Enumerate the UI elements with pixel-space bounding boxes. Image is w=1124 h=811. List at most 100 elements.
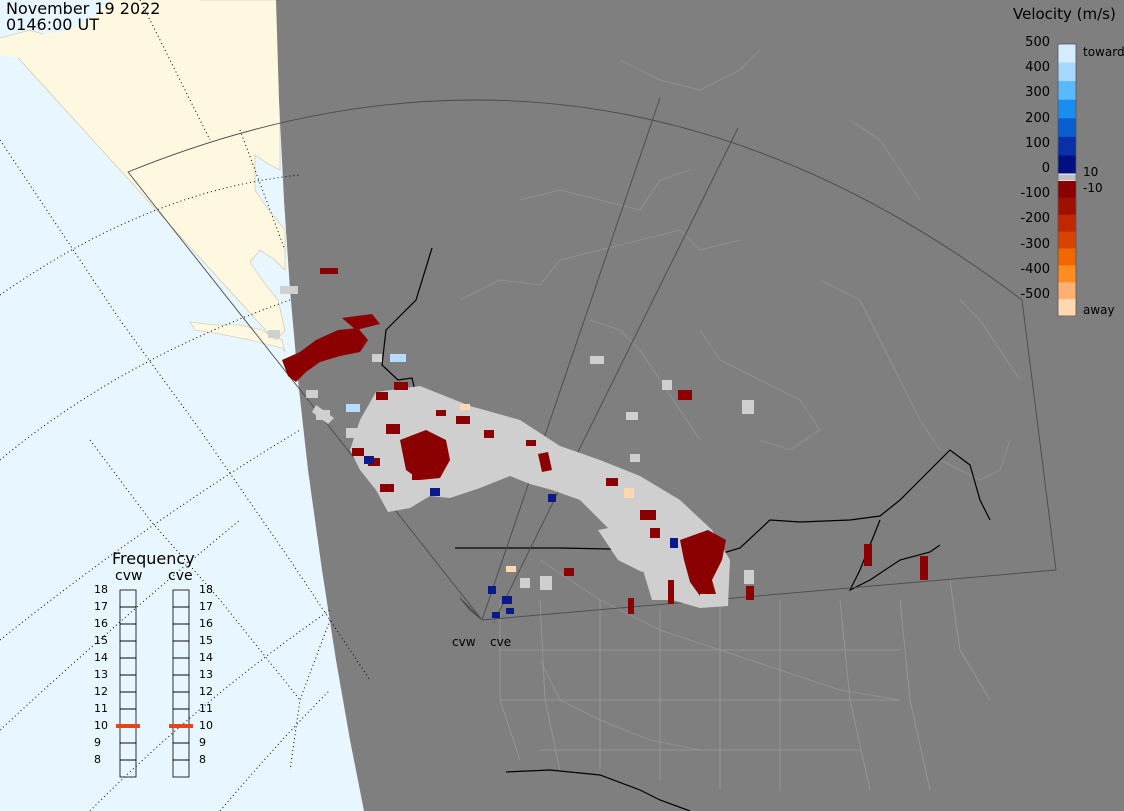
velocity-cell bbox=[280, 286, 298, 294]
frequency-scale-label: 10 bbox=[94, 719, 108, 732]
velocity-cell bbox=[520, 578, 530, 588]
radar-site-cvw bbox=[478, 619, 484, 625]
velocity-cell bbox=[864, 544, 872, 566]
velocity-band-neg-label: -10 bbox=[1083, 181, 1103, 195]
velocity-tick-label: -100 bbox=[1020, 186, 1050, 202]
velocity-cell bbox=[316, 410, 330, 420]
velocity-cell bbox=[386, 424, 400, 434]
velocity-tick-label: -400 bbox=[1020, 261, 1050, 277]
frequency-scale-label: 18 bbox=[94, 583, 108, 596]
velocity-cell bbox=[540, 576, 552, 590]
velocity-cell bbox=[744, 570, 754, 584]
frequency-scale-label: 13 bbox=[199, 668, 213, 681]
velocity-cell bbox=[346, 428, 360, 438]
velocity-cell bbox=[456, 416, 470, 424]
velocity-cell bbox=[282, 328, 368, 382]
frequency-scale-label: 9 bbox=[94, 736, 101, 749]
velocity-cell bbox=[412, 470, 420, 480]
velocity-cell bbox=[626, 412, 638, 420]
velocity-cell bbox=[662, 380, 672, 390]
frequency-scale-label: 14 bbox=[94, 651, 108, 664]
velocity-cell bbox=[502, 596, 512, 604]
velocity-toward-label: toward bbox=[1083, 45, 1124, 59]
frequency-radar-cve: cve bbox=[168, 568, 193, 584]
velocity-cell bbox=[670, 538, 678, 548]
velocity-cell bbox=[526, 440, 536, 446]
velocity-tick-label: 500 bbox=[1025, 35, 1050, 50]
velocity-cell bbox=[380, 484, 394, 492]
velocity-cell bbox=[598, 522, 662, 572]
velocity-cell bbox=[680, 530, 726, 596]
velocity-cell bbox=[630, 454, 640, 462]
velocity-tick-label: -300 bbox=[1020, 236, 1050, 252]
velocity-cell bbox=[342, 314, 380, 330]
frequency-scale-label: 17 bbox=[94, 600, 108, 613]
velocity-cell bbox=[538, 452, 552, 472]
frequency-scale-label: 11 bbox=[94, 702, 108, 715]
velocity-cell bbox=[506, 566, 516, 572]
velocity-cell bbox=[920, 556, 928, 580]
frequency-scale-label: 16 bbox=[199, 617, 213, 630]
velocity-cell bbox=[306, 390, 318, 398]
date-label: November 19 2022 bbox=[6, 0, 161, 18]
velocity-cell bbox=[460, 404, 470, 410]
borders bbox=[381, 247, 991, 811]
velocity-cell bbox=[746, 586, 754, 600]
velocity-cell bbox=[390, 354, 406, 362]
frequency-scale-label: 9 bbox=[199, 736, 206, 749]
velocity-tick-label: 100 bbox=[1025, 135, 1050, 151]
velocity-tick-label: -200 bbox=[1020, 211, 1050, 227]
frequency-scale-label: 12 bbox=[199, 685, 213, 698]
velocity-cell bbox=[506, 608, 514, 614]
velocity-cell bbox=[624, 488, 634, 498]
velocity-cell bbox=[742, 400, 754, 414]
velocity-tick-label: 300 bbox=[1025, 85, 1050, 101]
velocity-cell bbox=[488, 586, 496, 594]
radar-label-cvw: cvw bbox=[452, 635, 476, 649]
velocity-tick-label: -500 bbox=[1020, 287, 1050, 302]
frequency-legend-title: Frequency bbox=[112, 549, 195, 568]
frequency-scale-label: 11 bbox=[199, 702, 213, 715]
velocity-cell bbox=[352, 448, 364, 456]
velocity-cell bbox=[436, 410, 446, 416]
velocity-cell bbox=[640, 510, 656, 520]
velocity-cell bbox=[394, 382, 408, 390]
radar-label-cve: cve bbox=[490, 635, 512, 649]
frequency-scale-label: 8 bbox=[94, 753, 101, 766]
velocity-cell bbox=[590, 356, 604, 364]
velocity-tick-label: 400 bbox=[1025, 60, 1050, 76]
velocity-cell bbox=[606, 478, 618, 486]
frequency-scale-label: 15 bbox=[199, 634, 213, 647]
velocity-cell bbox=[668, 580, 674, 604]
velocity-cell bbox=[564, 568, 574, 576]
velocity-cell bbox=[628, 598, 634, 614]
night-shading bbox=[276, 0, 1124, 811]
radar-fov bbox=[127, 97, 1057, 623]
velocity-cell bbox=[376, 392, 388, 400]
velocity-cells bbox=[268, 268, 928, 618]
state-lines bbox=[499, 579, 991, 791]
frequency-scale-label: 10 bbox=[199, 719, 213, 732]
velocity-tick-label: 0 bbox=[1041, 161, 1050, 176]
frequency-scale-label: 17 bbox=[199, 600, 213, 613]
velocity-cell bbox=[492, 612, 500, 618]
daylit-land-north bbox=[0, 0, 200, 60]
velocity-cell bbox=[694, 560, 700, 586]
frequency-scale-label: 14 bbox=[199, 651, 213, 664]
velocity-cell bbox=[400, 430, 450, 480]
velocity-cell bbox=[372, 354, 382, 362]
velocity-cell bbox=[650, 528, 660, 538]
velocity-cell bbox=[364, 456, 374, 464]
frequency-scale-label: 13 bbox=[94, 668, 108, 681]
velocity-cell bbox=[430, 488, 440, 496]
velocity-legend-title: Velocity (m/s) bbox=[1013, 5, 1116, 23]
velocity-cell bbox=[268, 330, 280, 338]
velocity-cell bbox=[484, 430, 494, 438]
coastlines bbox=[459, 49, 1021, 751]
frequency-scale-label: 18 bbox=[199, 583, 213, 596]
frequency-radar-cvw: cvw bbox=[115, 568, 143, 584]
radar-site-cve bbox=[491, 619, 497, 625]
velocity-cell bbox=[346, 404, 360, 412]
